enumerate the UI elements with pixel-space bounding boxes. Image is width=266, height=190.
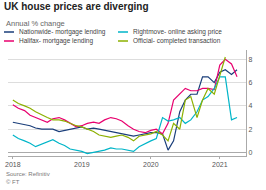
svg-text:4: 4 (248, 102, 252, 109)
svg-text:Official- completed transactio: Official- completed transaction (133, 37, 221, 45)
svg-text:2021: 2021 (212, 161, 228, 168)
svg-text:8: 8 (248, 56, 252, 63)
svg-text:0: 0 (248, 149, 252, 156)
svg-text:Rightmove- online asking price: Rightmove- online asking price (133, 28, 222, 36)
svg-text:Annual % change: Annual % change (6, 19, 65, 28)
svg-text:Halifax- mortgage lending: Halifax- mortgage lending (19, 37, 93, 45)
svg-text:Source: Refinitiv© FT: Source: Refinitiv© FT (6, 171, 50, 185)
svg-text:2019: 2019 (74, 161, 90, 168)
svg-text:6: 6 (248, 79, 252, 86)
svg-text:2020: 2020 (143, 161, 159, 168)
svg-text:Nationwide- mortgage lending: Nationwide- mortgage lending (19, 28, 106, 36)
svg-text:UK house prices are diverging: UK house prices are diverging (4, 1, 149, 12)
svg-text:2: 2 (248, 126, 252, 133)
svg-text:2018: 2018 (5, 161, 21, 168)
